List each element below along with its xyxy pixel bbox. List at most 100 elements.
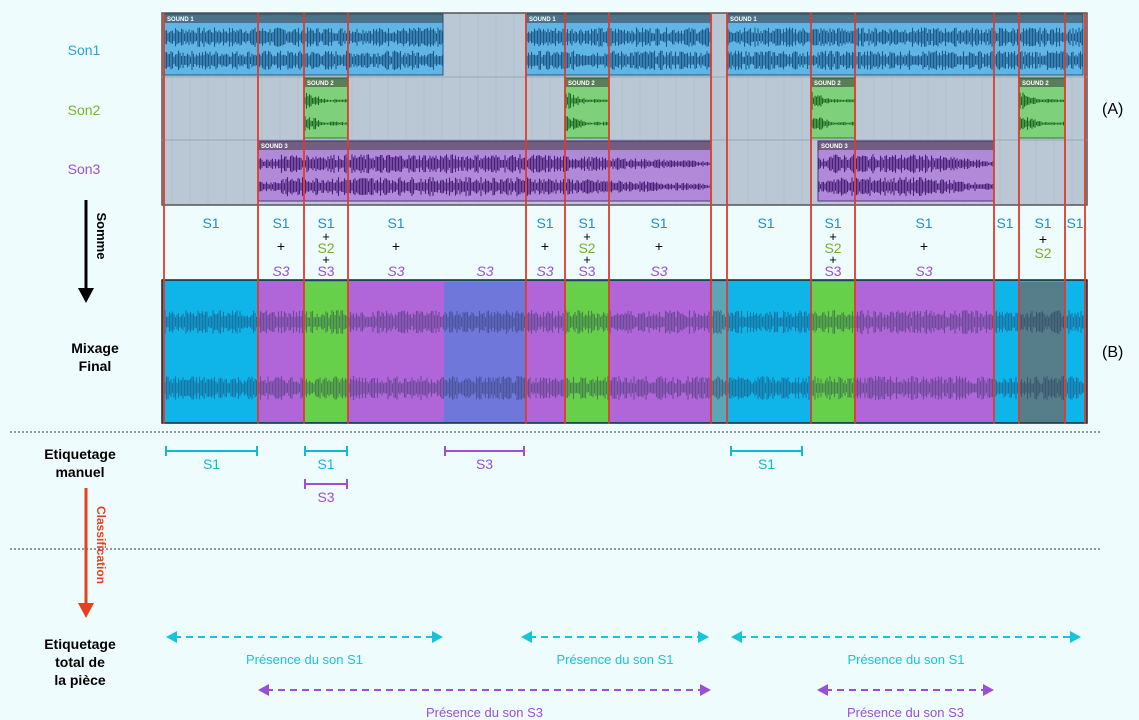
sum-tag-plus: + [829, 229, 837, 244]
sound1-clip-2: SOUND 1 [525, 13, 712, 76]
sound2-clip-2-wave-top [565, 92, 609, 109]
sum-tag-plus: + [392, 238, 400, 254]
sum-tag-s1: S1 [272, 215, 289, 231]
presence-s3-1-head-left [258, 684, 269, 696]
mix-wave-bottom [711, 376, 727, 400]
sound2-clip-3-wave-bottom [811, 117, 855, 130]
sound1-clip-2-header [526, 14, 711, 23]
sound2-clip-1: SOUND 2 [303, 77, 349, 139]
sound2-clip-2: SOUND 2 [564, 77, 610, 139]
mix-wave-bottom [811, 376, 855, 400]
marker-a: (A) [1102, 101, 1124, 118]
sound2-clip-4-wave-bottom [1019, 117, 1065, 130]
sum-tag-s1: S1 [1034, 215, 1051, 231]
mix-segment [1065, 282, 1085, 422]
sum-tag-s3: S3 [272, 263, 289, 279]
sum-tag-plus: + [322, 252, 330, 267]
mix-segment [855, 282, 994, 422]
mix-wave-top [348, 310, 445, 334]
total-label: Etiquetage total de la pièce [25, 635, 135, 689]
sum-tag-s1: S1 [202, 215, 219, 231]
row-label-son3: Son3 [67, 161, 101, 177]
sum-tag-s1: S1 [824, 215, 841, 231]
mix-label-line1: Mixage [71, 340, 119, 356]
mix-segment [1019, 282, 1065, 422]
presence-s1-3-head-left [731, 631, 742, 643]
sound1-clip-3-label: SOUND 1 [730, 17, 757, 23]
sound1-clip-2-wave-bottom [526, 50, 711, 71]
mix-segment [609, 282, 711, 422]
sum-tag-s3: S3 [476, 263, 493, 279]
sum-tag-s3: S3 [317, 263, 334, 279]
mix-wave-top [609, 310, 712, 334]
mix-segment [444, 282, 526, 422]
presence-s3-1-label: Présence du son S3 [426, 705, 543, 720]
presence-s1-2-head-right [698, 631, 709, 643]
mix-segment [811, 282, 855, 422]
presence-s1-3-label: Présence du son S1 [847, 652, 964, 667]
sound2-clip-3-header [811, 78, 855, 87]
mix-wave-top [164, 310, 258, 334]
sum-tag-plus: + [829, 252, 837, 267]
mix-segment [526, 282, 565, 422]
presence-s3-2-head-left [817, 684, 828, 696]
sum-tag-s3: S3 [824, 263, 841, 279]
mix-label: Mixage Final [45, 339, 145, 375]
sound2-clip-4: SOUND 2 [1018, 77, 1066, 139]
sound2-clip-2-header [565, 78, 609, 87]
mix-segment [348, 282, 444, 422]
sum-tag-s2: S2 [317, 240, 334, 256]
sound2-clip-2-label: SOUND 2 [568, 81, 595, 87]
sound3-clip-2-header [818, 141, 994, 150]
mix-wave-top [526, 310, 566, 334]
manual-label: Etiquetage manuel [25, 445, 135, 481]
total-label-line3: la pièce [54, 672, 106, 688]
sound2-clip-2-wave-bottom [565, 116, 609, 131]
sum-tag-s3: S3 [915, 263, 932, 279]
mix-segment [711, 282, 727, 422]
sound2-clip-3-wave-top [811, 91, 855, 110]
mix-wave-bottom [348, 376, 445, 400]
presence-s1-1-head-right [432, 631, 443, 643]
sound2-clip-1-wave-bottom [304, 116, 348, 131]
sound1-clip-3-header [727, 14, 1083, 23]
mix-wave-bottom [855, 376, 994, 400]
sound1-clip-3-wave-top [727, 27, 1083, 47]
sum-tag-s1: S1 [650, 215, 667, 231]
somme-arrow-label: Somme [94, 213, 109, 260]
mix-wave-bottom [164, 376, 258, 400]
final-mix [161, 279, 1088, 424]
sum-tag-s3: S3 [650, 263, 667, 279]
manual-labels: S1 S1 S3 S3 S1 [165, 446, 803, 505]
mix-wave-top [994, 310, 1019, 334]
total-label-line1: Etiquetage [44, 636, 116, 652]
mix-wave-bottom [1065, 376, 1085, 400]
sum-tag-s3: S3 [387, 263, 404, 279]
segment-lines [163, 13, 1086, 424]
mix-wave-top [1065, 310, 1085, 334]
sound2-clip-1-wave-top [304, 93, 348, 109]
mix-wave-top [1019, 310, 1065, 334]
sound2-clip-4-header [1019, 78, 1065, 87]
sum-tag-s1: S1 [578, 215, 595, 231]
mix-wave-bottom [526, 377, 566, 399]
sum-tag-s1: S1 [996, 215, 1013, 231]
sum-tag-plus: + [583, 229, 591, 244]
mix-segment [994, 282, 1019, 422]
presence-s1-3-head-right [1070, 631, 1081, 643]
mix-wave-top [855, 310, 994, 334]
manual-s1-3-label: S1 [758, 456, 775, 472]
presence-arrows: Présence du son S1 Présence du son S1 Prés… [166, 631, 1081, 720]
manual-label-line2: manuel [55, 464, 105, 480]
sum-tag-s2: S2 [824, 240, 841, 256]
mix-wave-bottom [609, 376, 712, 400]
presence-s1-2-label: Présence du son S1 [556, 652, 673, 667]
presence-s3-1-head-right [700, 684, 711, 696]
sound3-clip-2-label: SOUND 3 [821, 144, 848, 150]
clips-group: SOUND 1 SOUND 1 SOUND 1 SOUND 2 SOUND 2 SOUND… [163, 13, 1084, 202]
sound2-clip-1-header [304, 78, 348, 87]
sound3-clip-1: SOUND 3 [257, 140, 712, 202]
sound1-clip-2-wave-top [526, 27, 711, 47]
mix-wave-bottom [258, 376, 304, 400]
